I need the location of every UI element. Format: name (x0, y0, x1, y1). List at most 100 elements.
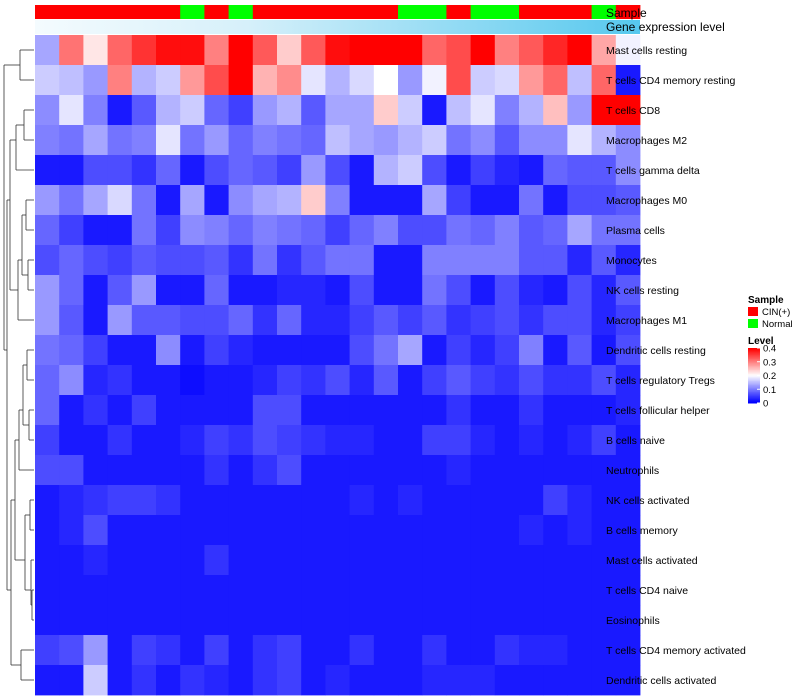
heatmap-cell (349, 95, 375, 126)
heatmap-cell (398, 245, 423, 276)
heatmap-cell (422, 545, 447, 576)
heatmap-cell (301, 95, 326, 126)
heatmap-cell (35, 425, 60, 456)
level-tick-label: 0.3 (763, 357, 776, 368)
heatmap-cell (131, 365, 157, 396)
heatmap-cell (59, 215, 84, 246)
heatmap-cell (301, 335, 326, 366)
level-gradient-step (748, 390, 760, 393)
heatmap-cell (446, 575, 471, 606)
heatmap-cell (277, 335, 302, 366)
heatmap-cell (35, 185, 60, 216)
sample-annotation-cell (349, 5, 375, 19)
heatmap-cell (35, 605, 60, 636)
heatmap-cell (83, 95, 108, 126)
heatmap-cell (35, 665, 60, 696)
heatmap-cell (422, 215, 447, 246)
heatmap-cell (131, 125, 157, 156)
level-gradient-step (748, 353, 760, 356)
heatmap-cell (373, 65, 399, 96)
heatmap-cell (349, 125, 375, 156)
heatmap-cell (567, 605, 592, 636)
heatmap-cell (519, 455, 544, 486)
heatmap-cell (349, 35, 375, 66)
heatmap-cell (373, 185, 399, 216)
row-label: T cells CD4 memory resting (606, 75, 735, 87)
heatmap-cell (228, 185, 254, 216)
heatmap-cell (325, 545, 350, 576)
heatmap-cell (107, 665, 133, 696)
heatmap-cell (277, 185, 302, 216)
sample-annotation-cell (494, 5, 520, 19)
heatmap-cell (301, 455, 326, 486)
heatmap-cell (422, 335, 447, 366)
heatmap-cell (349, 425, 375, 456)
sample-annotation-cell (252, 5, 278, 19)
heatmap-cell (228, 575, 254, 606)
heatmap-cell (567, 485, 592, 516)
row-label: Dendritic cells activated (606, 675, 716, 687)
row-label: T cells CD4 naive (606, 585, 688, 597)
heatmap-cell (204, 455, 229, 486)
heatmap-cell (446, 215, 471, 246)
legend-cin-label: CIN(+) (762, 307, 790, 318)
heatmap-cell (349, 635, 375, 666)
heatmap-cell (180, 485, 205, 516)
heatmap-cell (446, 155, 471, 186)
heatmap-cell (131, 395, 157, 426)
heatmap-cell (373, 635, 399, 666)
sample-annotation-cell (180, 5, 205, 19)
heatmap-cell (543, 665, 568, 696)
heatmap-cell (543, 455, 568, 486)
heatmap-cell (615, 665, 641, 696)
level-gradient-step (748, 349, 760, 352)
heatmap-cell (301, 515, 326, 546)
heatmap-cell (131, 155, 157, 186)
heatmap-cell (615, 305, 641, 336)
heatmap-cell (228, 545, 254, 576)
heatmap-cell (494, 575, 520, 606)
heatmap-cell (591, 485, 617, 516)
row-labels: Mast cells resting T cells CD4 memory res… (606, 45, 746, 687)
heatmap-cell (107, 185, 133, 216)
heatmap-cell (422, 305, 447, 336)
heatmap-cell (59, 425, 84, 456)
sample-annotation-cell (204, 5, 229, 19)
heatmap-cell (107, 605, 133, 636)
heatmap-cell (228, 665, 254, 696)
heatmap-cell (35, 575, 60, 606)
heatmap-cell (252, 125, 278, 156)
heatmap-cell (301, 155, 326, 186)
heatmap-cell (83, 305, 108, 336)
heatmap-cell (591, 425, 617, 456)
heatmap-cell (131, 65, 157, 96)
level-gradient-step (748, 370, 760, 372)
heatmap-cell (107, 125, 133, 156)
heatmap-cell (567, 275, 592, 306)
level-gradient-step (748, 376, 760, 379)
heatmap-cell (325, 575, 350, 606)
heatmap-cell (107, 575, 133, 606)
heatmap-cell (519, 65, 544, 96)
heatmap-cell (349, 395, 375, 426)
heatmap-cell (204, 365, 229, 396)
heatmap-cell (543, 395, 568, 426)
heatmap-cell (373, 365, 399, 396)
heatmap-cell (107, 515, 133, 546)
level-gradient-step (748, 385, 760, 387)
row-label: Macrophages M2 (606, 135, 687, 147)
heatmap-cell (83, 425, 108, 456)
heatmap-cell (591, 575, 617, 606)
heatmap-cell (398, 575, 423, 606)
heatmap-cell (325, 515, 350, 546)
heatmap-cell (543, 185, 568, 216)
heatmap-cell (446, 485, 471, 516)
heatmap-cell (131, 545, 157, 576)
heatmap-cell (325, 95, 350, 126)
heatmap-cell (519, 545, 544, 576)
heatmap-cell (543, 215, 568, 246)
heatmap-cell (446, 125, 471, 156)
heatmap-cell (277, 575, 302, 606)
heatmap-cell (470, 215, 496, 246)
legend: Sample CIN(+) Normal Level 0.4 0.3 0.2 0.1 0 (748, 295, 793, 410)
